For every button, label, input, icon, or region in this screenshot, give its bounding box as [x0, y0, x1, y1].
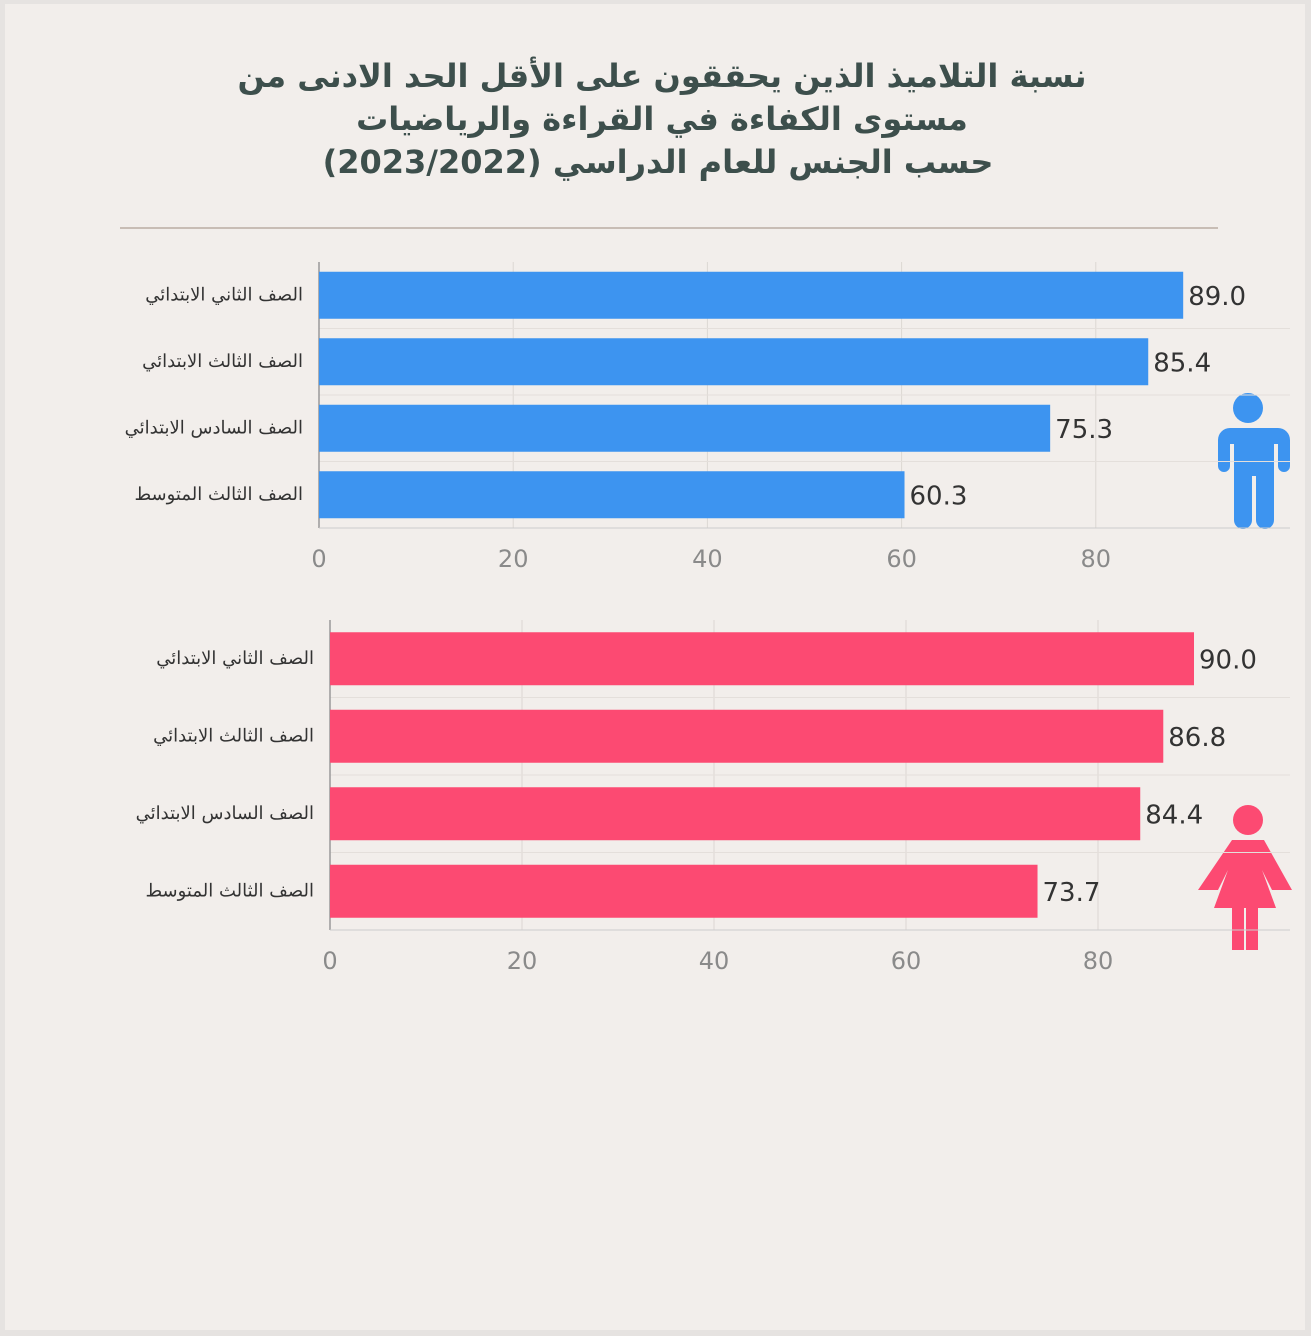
x-tick-label: 80 [1081, 545, 1112, 573]
value-label: 85.4 [1153, 348, 1211, 378]
x-tick-label: 60 [886, 545, 917, 573]
bar [319, 338, 1149, 386]
male-icon [1218, 393, 1290, 529]
y-tick-label: الصف الثالث المتوسط [134, 484, 303, 505]
x-tick-label: 20 [498, 545, 529, 573]
value-label: 60.3 [910, 481, 968, 511]
x-tick-label: 60 [891, 947, 922, 975]
value-label: 90.0 [1199, 645, 1257, 675]
value-label: 89.0 [1188, 282, 1246, 312]
value-label: 84.4 [1145, 800, 1203, 830]
y-tick-label: الصف الثالث الابتدائي [142, 351, 303, 372]
y-tick-label: الصف السادس الابتدائي [125, 417, 303, 438]
bar [330, 787, 1141, 841]
bar [319, 404, 1051, 452]
y-tick-label: الصف الثالث الابتدائي [153, 725, 314, 746]
value-label: 75.3 [1055, 415, 1113, 445]
y-tick-label: الصف السادس الابتدائي [136, 803, 314, 824]
x-tick-label: 0 [311, 545, 326, 573]
x-tick-label: 40 [699, 947, 730, 975]
title-line: مستوى الكفاءة في القراءة والرياضيات [356, 100, 968, 138]
y-tick-label: الصف الثاني الابتدائي [145, 284, 303, 305]
y-tick-label: الصف الثالث المتوسط [145, 880, 314, 901]
title-line: حسب الجنس للعام الدراسي (2023/2022) [323, 143, 994, 181]
bar [319, 471, 905, 519]
bar [330, 709, 1164, 763]
female-icon [1198, 805, 1292, 950]
x-tick-label: 20 [507, 947, 538, 975]
y-tick-label: الصف الثاني الابتدائي [156, 648, 314, 669]
bar [330, 864, 1038, 918]
x-tick-label: 80 [1083, 947, 1114, 975]
x-tick-label: 0 [322, 947, 337, 975]
x-tick-label: 40 [692, 545, 723, 573]
title-line: نسبة التلاميذ الذين يحققون على الأقل الح… [237, 56, 1086, 95]
value-label: 73.7 [1043, 878, 1101, 908]
bar [319, 271, 1184, 319]
bar [330, 632, 1194, 686]
value-label: 86.8 [1168, 723, 1226, 753]
